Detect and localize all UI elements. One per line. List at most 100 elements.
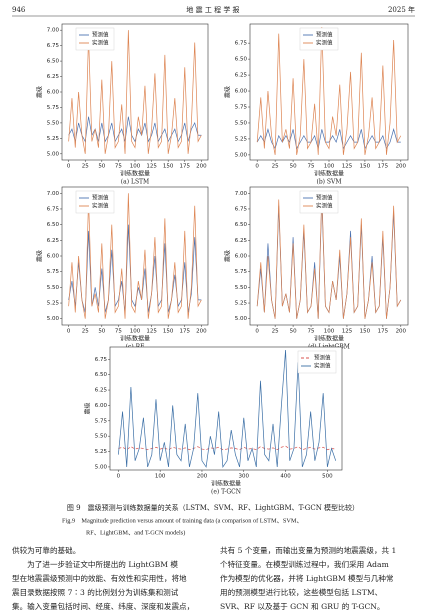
x-tick-label: 100 [324, 329, 335, 335]
y-tick-label: 6.00 [235, 89, 248, 95]
chart: 5.00 5.25 5.50 5.75 6.00 6.25 6.50 6.75 7.00 0 25 5… [36, 186, 209, 351]
y-tick-label: 5.75 [47, 105, 60, 111]
y-axis-label: 震级 [224, 250, 232, 262]
x-tick-label: 50 [290, 329, 297, 335]
data-line [256, 128, 401, 150]
data-line [118, 445, 336, 451]
legend-label: 预测值 [92, 31, 109, 39]
x-tick-label: 100 [155, 474, 166, 480]
y-tick-label: 5.00 [235, 152, 248, 158]
body-text-line: 共有 5 个变量，而输出变量为预测的地震震级，共 1 [220, 545, 396, 555]
legend-label: 实测值 [92, 202, 109, 210]
x-tick-label: 50 [98, 329, 105, 335]
y-tick-label: 6.00 [47, 90, 60, 96]
y-tick-label: 6.75 [47, 43, 60, 49]
y-tick-label: 6.50 [47, 222, 60, 228]
x-tick-label: 200 [396, 164, 407, 170]
y-tick-label: 5.25 [235, 136, 248, 142]
y-tick-label: 6.75 [235, 41, 248, 47]
x-tick-label: 75 [115, 329, 122, 335]
x-tick-label: 150 [163, 164, 174, 170]
x-tick-label: 175 [180, 164, 191, 170]
body-text-line: 作为模型的优化器，并将 LightGBM 模型与几种常 [220, 573, 394, 583]
y-tick-label: 6.50 [95, 372, 108, 378]
x-tick-label: 50 [290, 164, 297, 170]
x-tick-label: 200 [196, 164, 207, 170]
x-tick-label: 400 [280, 474, 291, 480]
chart-subtitle: (b) SVM [316, 179, 341, 186]
x-tick-label: 75 [308, 329, 315, 335]
x-tick-label: 200 [396, 329, 407, 335]
x-tick-label: 50 [98, 164, 105, 170]
x-axis-label: 训练数据量 [120, 170, 150, 178]
caption-zh: 图 9 震级预测与训练数据量的关系（LSTM、SVM、RF、LightGBM、T… [67, 503, 359, 512]
x-tick-label: 175 [378, 164, 389, 170]
x-tick-label: 175 [378, 329, 389, 335]
y-tick-label: 7.00 [47, 28, 60, 34]
data-line [118, 350, 337, 468]
x-tick-label: 0 [255, 164, 259, 170]
chart: 5.00 5.25 5.50 5.75 6.00 6.25 6.50 6.75 7.00 0 25 5… [224, 186, 409, 351]
x-tick-label: 25 [82, 329, 89, 335]
legend-label: 实测值 [316, 39, 333, 47]
y-tick-label: 5.25 [47, 136, 60, 142]
year: 2025 年 [388, 5, 415, 14]
x-tick-label: 100 [130, 164, 141, 170]
chart: 5.00 5.25 5.50 5.75 6.00 6.25 6.50 6.75 7.00 0 25 5… [36, 23, 209, 186]
x-tick-label: 125 [342, 164, 353, 170]
x-tick-label: 125 [342, 329, 353, 335]
x-tick-label: 100 [130, 329, 141, 335]
y-tick-label: 5.75 [95, 418, 108, 424]
body-text-line: 型在地震震级预测中的效能、有效性和实用性，将地 [12, 573, 187, 583]
legend-label: 实测值 [92, 39, 109, 47]
body-text-line: 为了进一步验证文中所提出的 LightGBM 模 [12, 559, 178, 569]
x-tick-label: 0 [255, 329, 259, 335]
legend-box [299, 27, 339, 51]
y-tick-label: 6.25 [95, 388, 108, 394]
y-tick-label: 5.25 [47, 301, 60, 307]
x-tick-label: 200 [196, 329, 207, 335]
x-tick-label: 500 [322, 474, 333, 480]
y-tick-label: 5.00 [235, 316, 248, 322]
y-tick-label: 6.25 [235, 238, 248, 244]
legend-label: 预测值 [316, 194, 333, 202]
y-tick-label: 6.75 [47, 206, 60, 212]
y-tick-label: 6.25 [47, 238, 60, 244]
y-axis-label: 震级 [36, 250, 44, 262]
y-tick-label: 5.25 [235, 301, 248, 307]
y-tick-label: 6.75 [95, 357, 108, 363]
data-line [68, 30, 202, 154]
legend-box [297, 350, 337, 374]
x-axis-label: 训练数据量 [211, 480, 241, 488]
y-tick-label: 6.00 [235, 254, 248, 260]
x-tick-label: 0 [117, 474, 121, 480]
legend-label: 实测值 [314, 362, 331, 370]
y-tick-label: 5.50 [235, 285, 248, 291]
y-tick-label: 6.50 [47, 59, 60, 65]
caption-en: RF、LightGBM、and T-GCN models) [86, 529, 185, 536]
y-tick-label: 6.50 [235, 222, 248, 228]
data-line [68, 116, 202, 143]
y-tick-label: 5.75 [47, 269, 60, 275]
legend-label: 实测值 [316, 202, 333, 210]
x-tick-label: 150 [163, 329, 174, 335]
y-tick-label: 6.25 [47, 74, 60, 80]
chart-subtitle: (e) T-GCN [211, 489, 241, 496]
body-text-line: 震目录数据按照 7∶3 的比例划分为训练集和测试 [12, 587, 179, 597]
y-axis-label: 震级 [224, 86, 232, 98]
y-tick-label: 5.50 [47, 120, 60, 126]
x-tick-label: 150 [360, 164, 371, 170]
x-tick-label: 100 [324, 164, 335, 170]
x-tick-label: 25 [82, 164, 89, 170]
x-tick-label: 75 [308, 164, 315, 170]
chart: 5.00 5.25 5.50 5.75 6.00 6.25 6.50 6.75 0 25 50 75 1… [224, 23, 409, 186]
data-line [256, 27, 402, 155]
y-tick-label: 5.75 [235, 105, 248, 111]
chart-subtitle: (a) LSTM [121, 179, 149, 186]
body-text-line: 个特征变量。在模型训练过程中，我们采用 Adam [220, 559, 389, 569]
data-line [256, 193, 402, 319]
page-number: 946 [12, 6, 26, 14]
journal-name: 地 震 工 程 学 报 [186, 5, 239, 14]
y-tick-label: 5.50 [95, 434, 108, 440]
